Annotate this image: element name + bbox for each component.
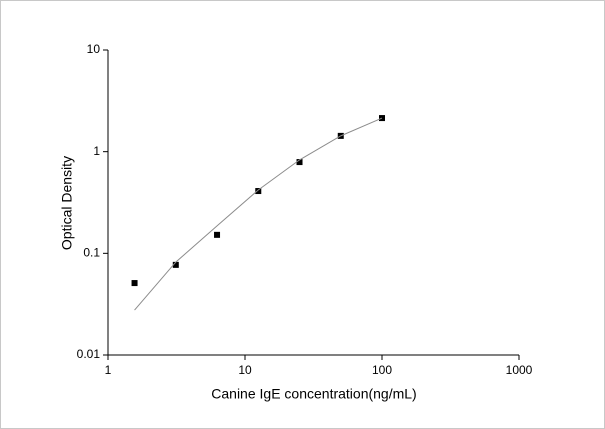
data-point	[214, 231, 221, 238]
data-point	[172, 261, 179, 268]
y-tick-label: 0.01	[77, 347, 101, 361]
data-point	[296, 159, 303, 166]
y-tick-label: 10	[87, 42, 101, 56]
y-tick-label: 0.1	[83, 246, 100, 260]
x-tick-label: 10	[238, 363, 252, 377]
x-tick-label: 100	[372, 363, 392, 377]
data-point	[255, 188, 262, 195]
y-tick-label: 1	[93, 144, 100, 158]
fit-curve	[134, 117, 383, 311]
x-axis-title: Canine IgE concentration(ng/mL)	[211, 386, 416, 402]
data-point	[131, 280, 138, 287]
y-axis-title: Optical Density	[59, 156, 75, 250]
x-tick-label: 1	[105, 363, 112, 377]
x-tick-label: 1000	[506, 363, 533, 377]
